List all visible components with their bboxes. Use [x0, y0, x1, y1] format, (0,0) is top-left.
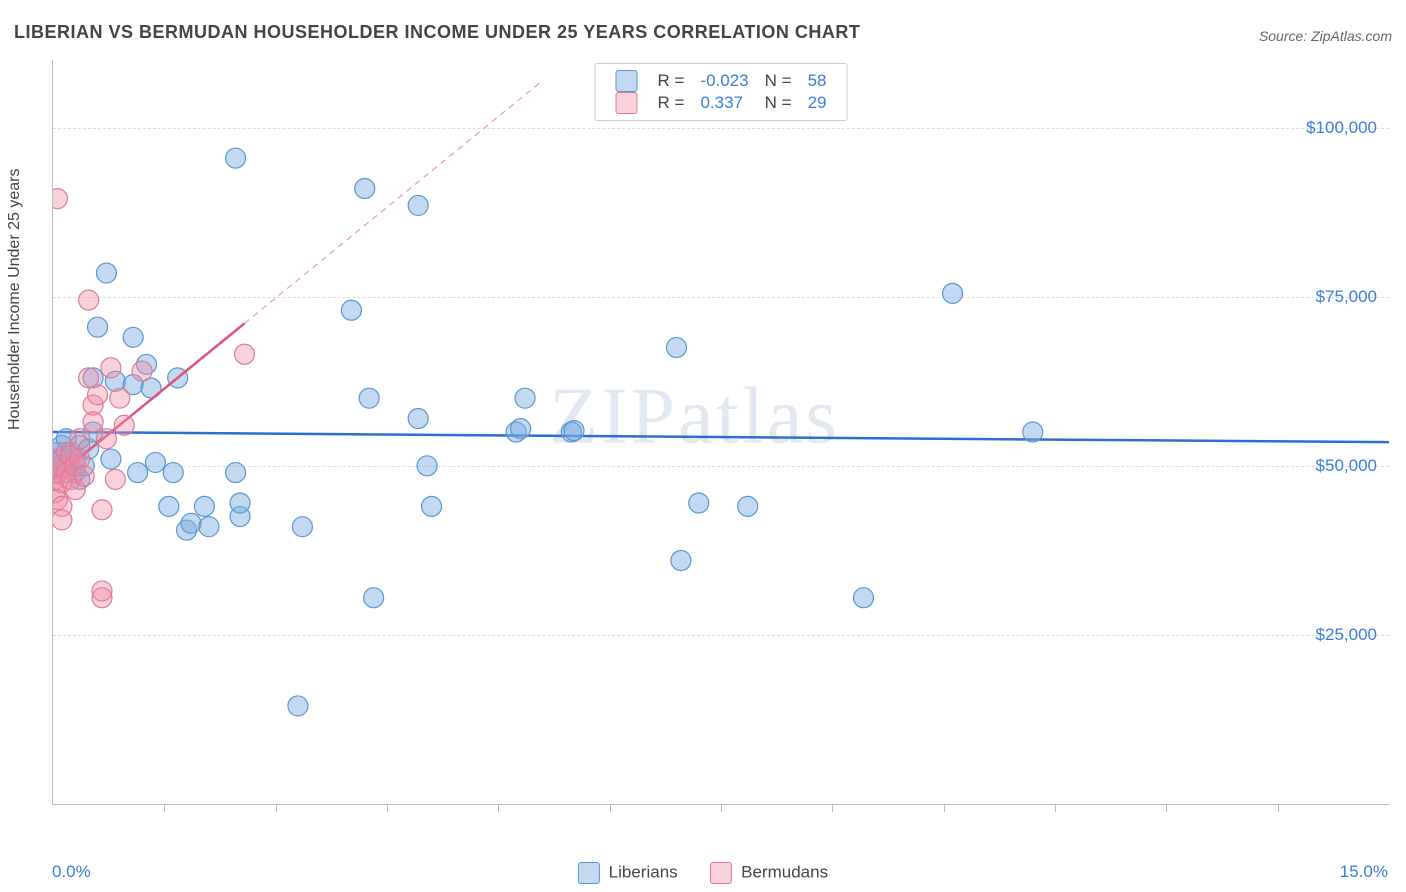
- scatter-svg: [53, 60, 1389, 804]
- data-point-liberians: [128, 463, 148, 483]
- legend-label-bermudans: Bermudans: [741, 862, 828, 881]
- x-tick: [832, 804, 833, 812]
- data-point-liberians: [159, 496, 179, 516]
- trend-line-dash-bermudans: [244, 80, 542, 323]
- chart-title: LIBERIAN VS BERMUDAN HOUSEHOLDER INCOME …: [14, 22, 860, 43]
- data-point-liberians: [163, 463, 183, 483]
- data-point-liberians: [226, 148, 246, 168]
- data-point-liberians: [671, 551, 691, 571]
- data-point-bermudans: [105, 469, 125, 489]
- data-point-liberians: [96, 263, 116, 283]
- source-attribution: Source: ZipAtlas.com: [1259, 28, 1392, 44]
- data-point-bermudans: [79, 290, 99, 310]
- x-tick: [164, 804, 165, 812]
- x-tick: [1055, 804, 1056, 812]
- y-axis-label: Householder Income Under 25 years: [6, 169, 24, 430]
- r-value-bermudans: 0.337: [692, 92, 756, 114]
- legend-label-liberians: Liberians: [609, 862, 678, 881]
- x-tick: [387, 804, 388, 812]
- x-tick: [1278, 804, 1279, 812]
- data-point-liberians: [199, 517, 219, 537]
- legend-swatch-blue: [578, 862, 600, 884]
- data-point-liberians: [226, 463, 246, 483]
- n-value-bermudans: 29: [800, 92, 835, 114]
- x-tick: [610, 804, 611, 812]
- legend-swatch-blue: [616, 70, 638, 92]
- data-point-liberians: [292, 517, 312, 537]
- data-point-liberians: [408, 195, 428, 215]
- data-point-liberians: [689, 493, 709, 513]
- data-point-liberians: [88, 317, 108, 337]
- data-point-bermudans: [101, 358, 121, 378]
- data-point-liberians: [101, 449, 121, 469]
- data-point-liberians: [341, 300, 361, 320]
- data-point-liberians: [359, 388, 379, 408]
- chart-plot-area: ZIPatlas R = -0.023 N = 58 R = 0.337 N =…: [52, 60, 1389, 805]
- data-point-bermudans: [53, 510, 72, 530]
- data-point-liberians: [515, 388, 535, 408]
- data-point-liberians: [854, 588, 874, 608]
- data-point-liberians: [408, 408, 428, 428]
- data-point-liberians: [417, 456, 437, 476]
- data-point-bermudans: [114, 415, 134, 435]
- n-label: N =: [757, 92, 800, 114]
- correlation-legend: R = -0.023 N = 58 R = 0.337 N = 29: [595, 63, 848, 121]
- data-point-liberians: [194, 496, 214, 516]
- data-point-liberians: [123, 327, 143, 347]
- data-point-liberians: [288, 696, 308, 716]
- data-point-bermudans: [92, 588, 112, 608]
- x-tick: [944, 804, 945, 812]
- data-point-liberians: [364, 588, 384, 608]
- r-label: R =: [650, 70, 693, 92]
- data-point-liberians: [564, 421, 584, 441]
- data-point-bermudans: [132, 361, 152, 381]
- x-axis-min-label: 0.0%: [52, 862, 91, 882]
- data-point-bermudans: [88, 385, 108, 405]
- r-value-liberians: -0.023: [692, 70, 756, 92]
- data-point-bermudans: [234, 344, 254, 364]
- legend-swatch-pink: [616, 92, 638, 114]
- data-point-liberians: [511, 419, 531, 439]
- data-point-liberians: [738, 496, 758, 516]
- x-axis-max-label: 15.0%: [1340, 862, 1388, 882]
- x-tick: [498, 804, 499, 812]
- trend-line-liberians: [53, 432, 1389, 442]
- data-point-liberians: [943, 283, 963, 303]
- data-point-bermudans: [96, 429, 116, 449]
- data-point-liberians: [422, 496, 442, 516]
- data-point-bermudans: [92, 500, 112, 520]
- data-point-liberians: [666, 337, 686, 357]
- x-tick: [1166, 804, 1167, 812]
- r-label: R =: [650, 92, 693, 114]
- legend-swatch-pink: [710, 862, 732, 884]
- data-point-bermudans: [74, 466, 94, 486]
- data-point-liberians: [145, 452, 165, 472]
- data-point-bermudans: [110, 388, 130, 408]
- x-tick: [721, 804, 722, 812]
- data-point-liberians: [355, 179, 375, 199]
- data-point-bermudans: [53, 189, 67, 209]
- data-point-liberians: [230, 493, 250, 513]
- x-tick: [276, 804, 277, 812]
- n-value-liberians: 58: [800, 70, 835, 92]
- data-point-bermudans: [83, 412, 103, 432]
- data-point-liberians: [181, 513, 201, 533]
- series-legend: Liberians Bermudans: [564, 862, 842, 884]
- n-label: N =: [757, 70, 800, 92]
- data-point-bermudans: [70, 429, 90, 449]
- data-point-liberians: [1023, 422, 1043, 442]
